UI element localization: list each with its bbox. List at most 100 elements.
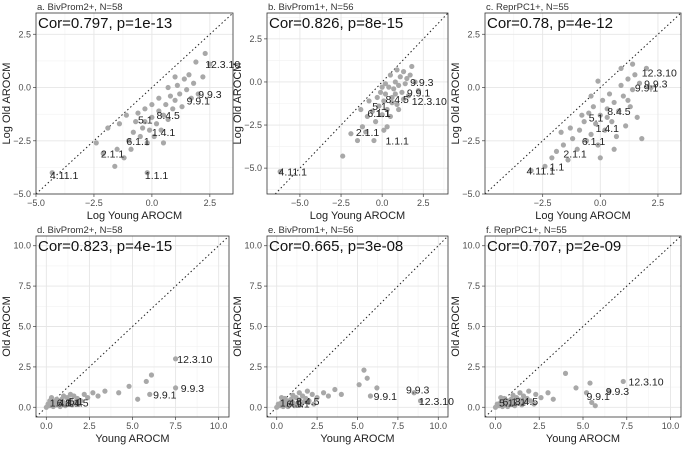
data-point (135, 396, 141, 402)
data-point (533, 391, 539, 397)
data-point (282, 395, 288, 402)
data-point (54, 396, 60, 402)
y-tick-label: 2.5 (467, 29, 480, 39)
data-point (112, 163, 118, 169)
data-point (123, 112, 129, 118)
x-tick-label: −5.0 (291, 198, 309, 208)
data-point (586, 110, 592, 116)
point-label: 9.9.3 (406, 385, 430, 397)
y-tick-label: −2.5 (462, 136, 480, 146)
point-label: 12.3.10 (419, 396, 454, 408)
data-point (285, 403, 291, 410)
point-group (274, 367, 424, 410)
point-label: 2.1.1 (101, 149, 125, 161)
data-point (304, 388, 311, 394)
data-point (165, 84, 171, 91)
data-point (373, 119, 379, 125)
correlation-annotation: Cor=0.707, p=2e-09 (487, 238, 621, 255)
y-tick-label: 0.0 (467, 83, 480, 93)
y-tick-label: 2.5 (249, 362, 262, 372)
data-point (510, 392, 516, 398)
point-label: 6.1.1 (367, 108, 391, 120)
data-point (151, 133, 157, 140)
point-label: 6.1.1 (286, 398, 310, 410)
panel-b: −5.0 −2.5 0.0 2.5 −5.0 −2.5 0.0 2.5 9.9.39.9.112… (232, 2, 449, 222)
data-point (163, 101, 169, 108)
data-point (604, 106, 610, 112)
data-point (76, 401, 82, 407)
data-point (184, 87, 190, 93)
data-point (153, 121, 160, 127)
data-point (574, 146, 580, 152)
data-point (156, 95, 162, 101)
x-tick-label: 5.0 (126, 421, 139, 431)
data-point (363, 129, 369, 135)
data-point (399, 89, 405, 95)
data-point (517, 397, 523, 403)
y-tick-label: 7.5 (18, 281, 31, 291)
data-point (116, 121, 123, 127)
data-point (588, 131, 594, 137)
x-tick-label: 0.0 (489, 421, 502, 431)
y-axis-label: Log Old AROCM (450, 63, 462, 145)
point-label: 9.9.3 (198, 89, 222, 101)
point-label: 12.3.10 (629, 376, 664, 388)
point-label: 12.3.10 (412, 96, 447, 108)
x-axis-label: Young AROCM (95, 433, 169, 445)
data-point (57, 403, 63, 410)
data-point (371, 137, 377, 144)
y-tick-label: 10.0 (13, 241, 31, 251)
data-point (374, 94, 380, 101)
data-point (290, 392, 296, 398)
data-point (193, 59, 199, 65)
point-label: 1.4.1 (596, 123, 620, 135)
data-point (400, 96, 407, 102)
identity-line (485, 13, 681, 194)
data-point (567, 125, 573, 131)
point-label: 9.9.1 (187, 95, 211, 107)
point-group (492, 370, 626, 410)
data-point (366, 98, 372, 104)
panel-c: −2.5 0.0 2.5 −5.0 −2.5 0.0 2.5 12.3.109.9.39.9.… (450, 2, 682, 222)
data-point (67, 397, 74, 403)
point-label: 9.9.1 (407, 87, 431, 99)
data-point (389, 94, 395, 101)
data-point (389, 100, 395, 106)
data-point (200, 74, 206, 80)
data-point (332, 386, 338, 393)
data-point (296, 390, 302, 396)
data-point (396, 82, 402, 88)
identity-line (274, 13, 448, 194)
point-label: 9.9.3 (644, 78, 668, 90)
data-point (528, 167, 534, 174)
point-label: 4.11.1 (50, 170, 79, 182)
data-point (172, 385, 179, 391)
y-tick-label: 0.0 (18, 402, 31, 412)
data-point (116, 390, 122, 396)
data-point (602, 127, 608, 133)
data-point (340, 153, 346, 159)
x-axis-label: Log Young AROCM (87, 210, 182, 222)
data-point (417, 398, 424, 404)
data-point (364, 113, 370, 120)
x-tick-label: 0.0 (146, 198, 159, 208)
panel-a: −5.0 −2.5 0.0 2.5 −5.0 −2.5 0.0 2.5 12.3.10 9.9.3… (1, 2, 240, 222)
x-tick-label: 7.5 (620, 421, 633, 431)
data-point (590, 104, 596, 110)
data-point (583, 390, 590, 396)
point-label: 6.1.1 (582, 136, 606, 148)
data-point (611, 146, 617, 152)
point-label: 1.1 (550, 161, 565, 173)
data-point (589, 399, 595, 406)
data-point (527, 398, 534, 404)
x-tick-label: 2.5 (83, 421, 96, 431)
y-tick-label: 7.5 (249, 281, 262, 291)
point-label: 5.1 (138, 114, 153, 126)
x-axis-label: Young AROCM (320, 433, 394, 445)
data-point (606, 388, 612, 394)
data-point (396, 106, 402, 113)
data-point (550, 396, 556, 402)
data-point (609, 119, 615, 125)
point-label: 9.9.3 (410, 77, 434, 89)
correlation-annotation: Cor=0.78, p=4e-12 (487, 15, 613, 32)
